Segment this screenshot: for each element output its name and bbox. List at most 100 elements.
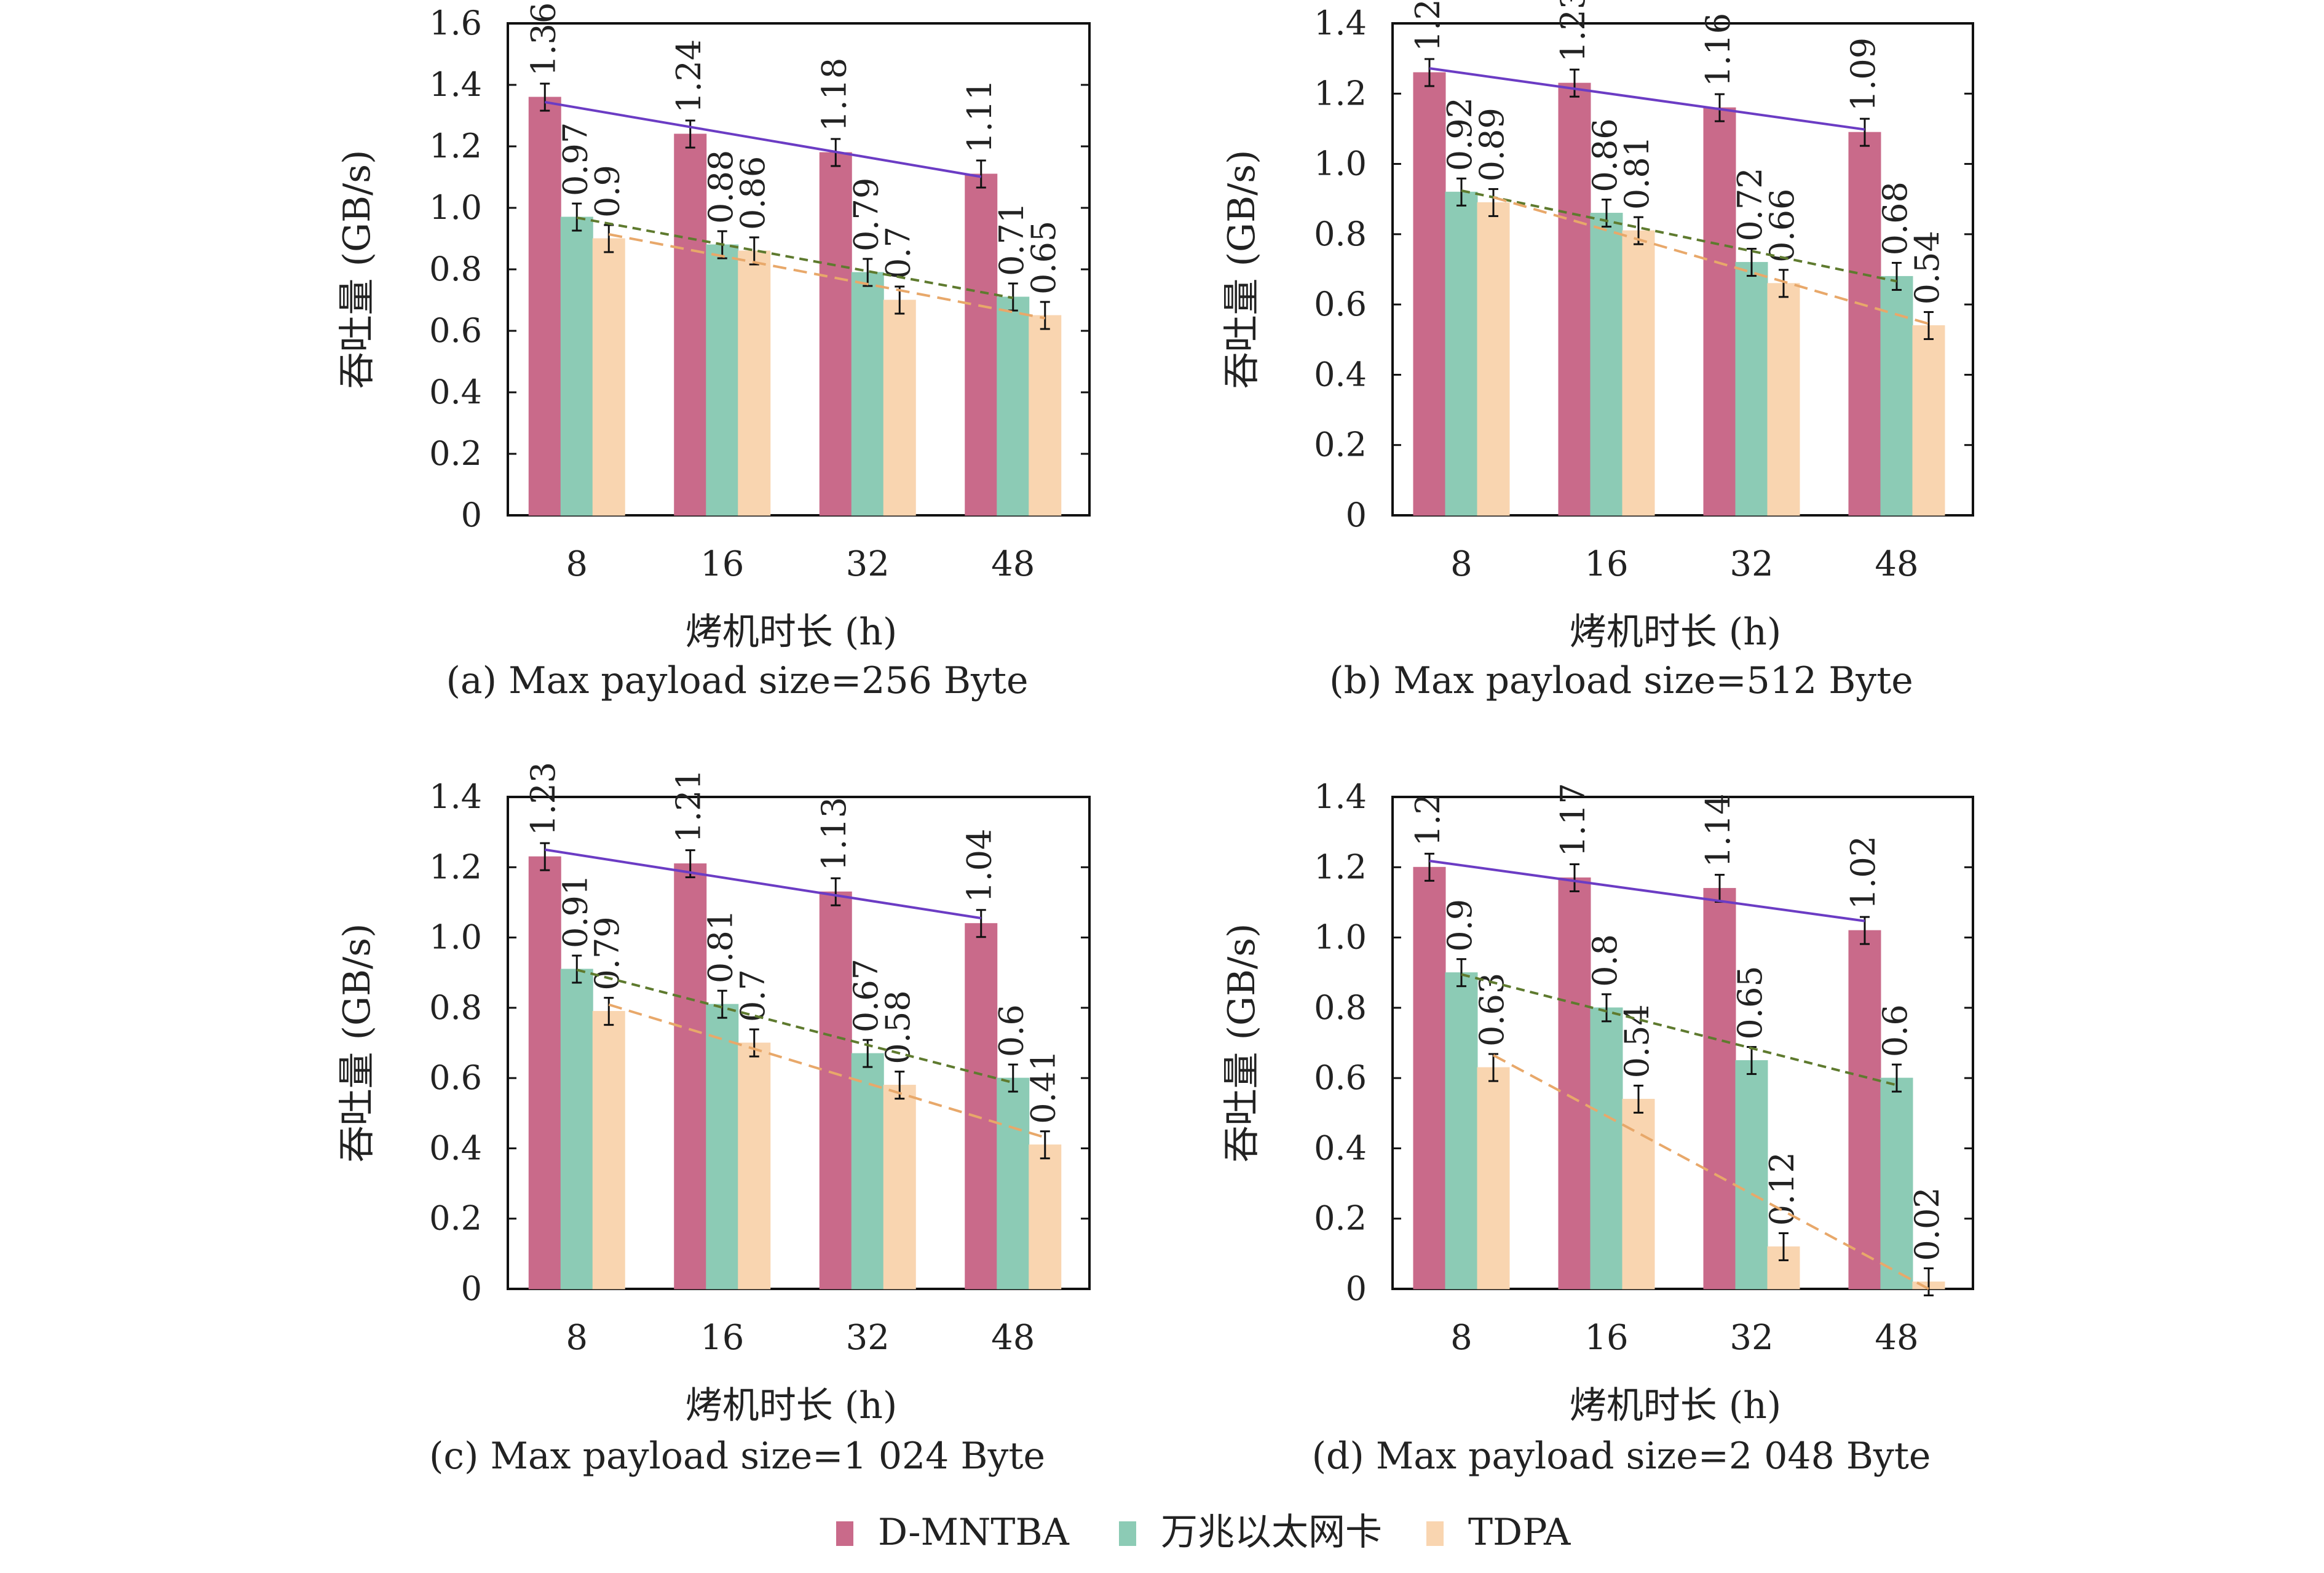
data-label: 1.23: [524, 762, 563, 836]
y-tick-label: 1.4: [1314, 777, 1367, 816]
data-label: 0.6: [1876, 1004, 1915, 1057]
data-label: 0.81: [702, 909, 740, 983]
y-tick-label: 0.8: [429, 988, 482, 1027]
data-label: 0.71: [992, 202, 1031, 276]
y-tick-label: 1.0: [1314, 145, 1367, 183]
data-label: 1.36: [524, 2, 563, 76]
bar-tdpa: [1029, 315, 1062, 516]
x-tick-label: 32: [846, 1318, 890, 1358]
x-tick-label: 32: [846, 544, 890, 584]
data-label: 0.63: [1472, 973, 1511, 1047]
x-tick-label: 48: [1875, 544, 1918, 584]
y-tick-label: 0.4: [429, 1128, 482, 1167]
y-tick-label: 0.8: [1314, 988, 1367, 1027]
bar-tdpa: [1622, 1098, 1655, 1290]
x-axis-label: 烤机时长 (h): [686, 611, 898, 654]
bar-wanzhao: [851, 1053, 884, 1290]
bar-wanzhao: [997, 1077, 1030, 1290]
data-label: 0.67: [847, 959, 885, 1032]
bar-dmntba: [528, 856, 561, 1290]
y-tick-label: 0.2: [1314, 426, 1367, 464]
legend-label: D-MNTBA: [878, 1511, 1070, 1554]
bar-wanzhao: [706, 1004, 739, 1290]
bar-wanzhao: [1735, 1060, 1768, 1290]
y-tick-label: 0.4: [429, 373, 482, 411]
bar-dmntba: [1703, 888, 1736, 1290]
bar-wanzhao: [1880, 1077, 1913, 1290]
y-tick-label: 0.2: [1314, 1199, 1367, 1238]
y-tick-label: 0.8: [1314, 215, 1367, 253]
y-tick-label: 1.2: [1314, 74, 1367, 113]
bar-tdpa: [1622, 230, 1655, 516]
data-label: 0.9: [1441, 899, 1479, 952]
x-tick-label: 32: [1729, 544, 1773, 584]
y-tick-label: 1.4: [429, 65, 482, 104]
bar-tdpa: [1477, 1067, 1510, 1290]
bar-tdpa: [883, 1085, 916, 1290]
bar-wanzhao: [1590, 213, 1623, 516]
trend-line-dmntba: [1429, 67, 1865, 131]
bar-wanzhao: [1590, 1007, 1623, 1290]
y-tick-label: 1.2: [1314, 847, 1367, 886]
data-label: 0.86: [1586, 118, 1624, 192]
data-label: 1.18: [815, 58, 853, 132]
y-tick-label: 0.6: [1314, 285, 1367, 323]
x-tick-label: 8: [1450, 544, 1472, 584]
data-label: 1.26: [1409, 0, 1447, 52]
trend-line-tdpa: [608, 1003, 1046, 1139]
bar-dmntba: [1413, 72, 1446, 516]
data-label: 1.13: [815, 797, 853, 871]
data-label: 0.54: [1908, 231, 1947, 304]
data-label: 0.79: [847, 178, 885, 252]
data-label: 0.72: [1731, 167, 1769, 241]
legend-swatch-dmntba: [836, 1521, 853, 1546]
data-label: 1.16: [1699, 13, 1737, 87]
bar-tdpa: [1477, 202, 1510, 516]
data-label: 1.11: [960, 79, 999, 153]
panel-caption: (b) Max payload size=512 Byte: [1329, 659, 1913, 702]
data-label: 0.8: [1586, 934, 1624, 987]
y-tick-label: 1.0: [429, 188, 482, 227]
trend-line-dmntba: [544, 101, 982, 178]
bar-wanzhao: [851, 272, 884, 516]
chart-panel: 0 0.2 0.4 0.6 0.8 1.0 1.2 1.4 8 16 32 48 1.23 1.21 1.1…: [336, 762, 1091, 1478]
x-tick-label: 48: [1875, 1318, 1918, 1358]
chart-panel: 0 0.2 0.4 0.6 0.8 1.0 1.2 1.4 8 16 32 48 1.26 1.23 1.1…: [1220, 0, 1974, 702]
bar-wanzhao: [1735, 262, 1768, 516]
y-tick-label: 0.6: [1314, 1058, 1367, 1097]
bar-tdpa: [592, 238, 625, 516]
data-label: 0.6: [992, 1004, 1031, 1057]
bar-tdpa: [1767, 1246, 1800, 1290]
y-axis-label: 吞吐量 (GB/s): [1220, 150, 1263, 389]
y-axis-label: 吞吐量 (GB/s): [336, 150, 379, 389]
y-tick-label: 0.4: [1314, 1128, 1367, 1167]
data-label: 0.9: [588, 165, 626, 218]
data-label: 1.14: [1699, 793, 1737, 867]
trend-line-wanzhao: [1461, 189, 1897, 283]
y-axis-label: 吞吐量 (GB/s): [336, 924, 379, 1163]
data-label: 1.09: [1844, 38, 1883, 111]
x-tick-label: 16: [700, 1318, 744, 1358]
legend-swatch-wanzhao: [1119, 1521, 1136, 1546]
y-tick-label: 1.2: [429, 847, 482, 886]
x-axis-label: 烤机时长 (h): [1570, 1384, 1782, 1427]
y-tick-label: 0.6: [429, 311, 482, 350]
legend-label: 万兆以太网卡: [1161, 1511, 1382, 1554]
bar-tdpa: [592, 1011, 625, 1290]
panel-caption: (c) Max payload size=1 024 Byte: [429, 1435, 1045, 1478]
bar-dmntba: [1703, 107, 1736, 516]
y-tick-label: 0.2: [429, 1199, 482, 1238]
data-label: 0.79: [588, 916, 626, 990]
data-label: 0.66: [1763, 189, 1801, 263]
bar-tdpa: [738, 250, 771, 516]
bar-dmntba: [1413, 866, 1446, 1290]
data-label: 1.17: [1554, 783, 1592, 857]
x-tick-label: 48: [991, 544, 1035, 584]
x-tick-label: 16: [700, 544, 744, 584]
data-label: 0.7: [879, 226, 917, 279]
y-tick-label: 0: [461, 496, 482, 534]
bar-dmntba: [674, 133, 707, 516]
bar-dmntba: [965, 173, 998, 516]
trend-line-wanzhao: [576, 216, 1014, 299]
